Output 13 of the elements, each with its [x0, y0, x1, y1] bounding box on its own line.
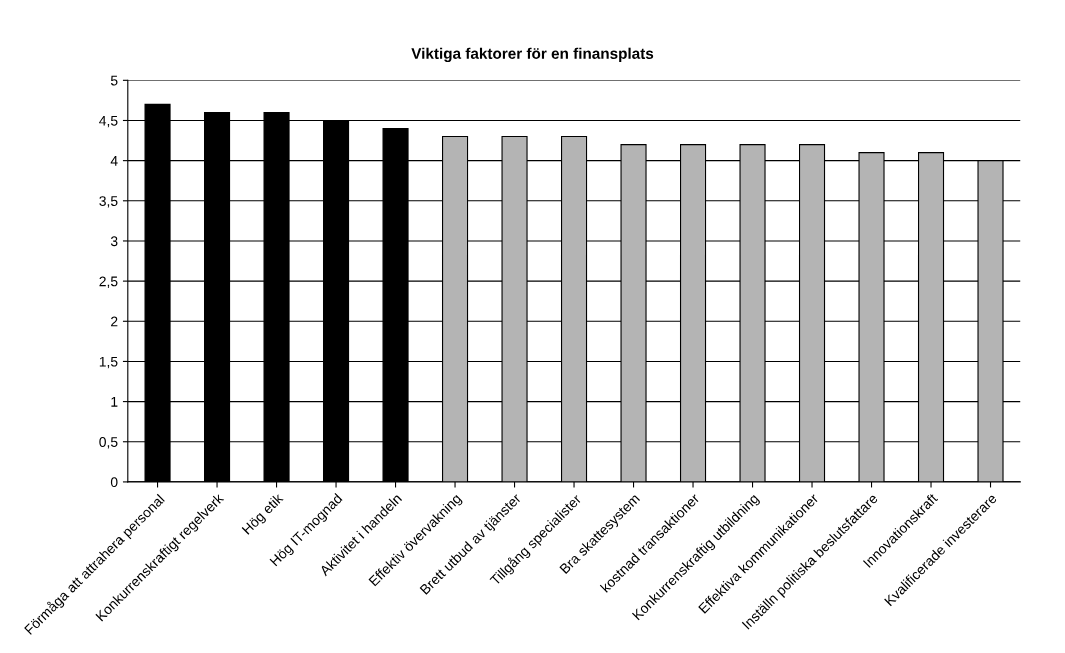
y-tick-label: 2: [111, 316, 118, 327]
chart-title: Viktiga faktorer för en finansplats: [411, 47, 654, 63]
y-tick-label: 1,5: [99, 356, 118, 369]
y-tick-label: 0: [110, 477, 118, 488]
y-tick-label: 4: [110, 156, 118, 166]
y-tick-label: 2,5: [99, 276, 118, 288]
y-tick-label: 4,5: [99, 115, 118, 128]
y-tick-label: 3,5: [99, 196, 118, 208]
y-tick-label: 3: [110, 236, 118, 247]
x-tick-label: Hög etik: [241, 492, 286, 537]
y-tick-label: 5: [110, 75, 118, 86]
y-tick-label: 1: [111, 397, 118, 407]
y-tick-label: 0,5: [99, 437, 118, 449]
